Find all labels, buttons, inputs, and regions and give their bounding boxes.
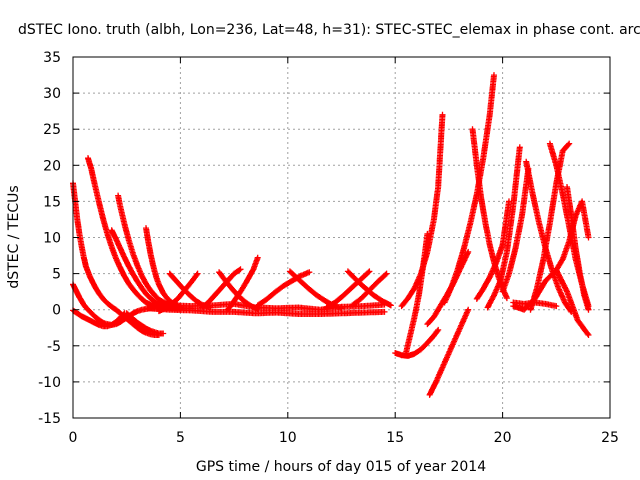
data-series — [344, 268, 394, 309]
series-markers — [254, 269, 313, 309]
data-series — [499, 165, 532, 295]
series-markers — [473, 198, 512, 302]
series-markers — [145, 305, 388, 317]
series-markers — [510, 267, 592, 338]
data-series — [254, 269, 313, 309]
x-tick-label: 0 — [69, 430, 78, 446]
data-series — [510, 267, 592, 338]
y-tick-label: -15 — [38, 411, 61, 427]
y-axis-label: dSTEC / TECUs — [6, 185, 22, 288]
y-tick-label: 25 — [43, 122, 61, 138]
data-series — [123, 310, 167, 337]
series-layer — [70, 72, 592, 398]
data-series — [564, 184, 592, 313]
series-markers — [499, 165, 532, 295]
y-tick-label: -10 — [38, 375, 61, 391]
series-markers — [166, 300, 388, 313]
data-series — [392, 326, 442, 359]
x-tick-label: 10 — [279, 430, 297, 446]
y-tick-label: -5 — [47, 339, 61, 355]
y-tick-label: 20 — [43, 158, 61, 174]
series-markers — [402, 230, 431, 356]
series-markers — [426, 306, 472, 398]
data-series — [510, 299, 560, 310]
series-markers — [510, 299, 560, 310]
data-series — [145, 305, 388, 317]
y-tick-label: 15 — [43, 194, 61, 210]
series-markers — [441, 72, 497, 306]
data-series — [166, 300, 388, 313]
x-tick-label: 5 — [176, 430, 185, 446]
x-tick-label: 15 — [386, 430, 404, 446]
y-tick-label: 5 — [52, 267, 61, 283]
data-series — [484, 144, 523, 311]
series-markers — [392, 326, 442, 359]
data-series — [426, 306, 472, 398]
series-markers — [564, 184, 592, 313]
y-tick-label: 30 — [43, 86, 61, 102]
y-tick-label: 0 — [52, 303, 61, 319]
data-series — [115, 192, 184, 311]
x-tick-label: 25 — [601, 430, 619, 446]
y-tick-label: 35 — [43, 50, 61, 66]
series-markers — [123, 310, 167, 337]
data-series — [473, 198, 512, 302]
series-markers — [344, 268, 394, 309]
ticks: 0 5 10 15 20 25 -15 -10 -5 0 5 10 15 20 25 30 35 — [38, 50, 619, 446]
grid — [73, 57, 610, 418]
data-series — [402, 230, 431, 356]
series-markers — [484, 144, 523, 311]
chart-title: dSTEC Iono. truth (albh, Lon=236, Lat=48… — [18, 22, 640, 38]
data-series — [441, 72, 497, 306]
x-axis-label: GPS time / hours of day 015 of year 2014 — [196, 459, 486, 475]
series-markers — [115, 192, 184, 311]
y-tick-label: 10 — [43, 231, 61, 247]
x-tick-label: 20 — [494, 430, 512, 446]
